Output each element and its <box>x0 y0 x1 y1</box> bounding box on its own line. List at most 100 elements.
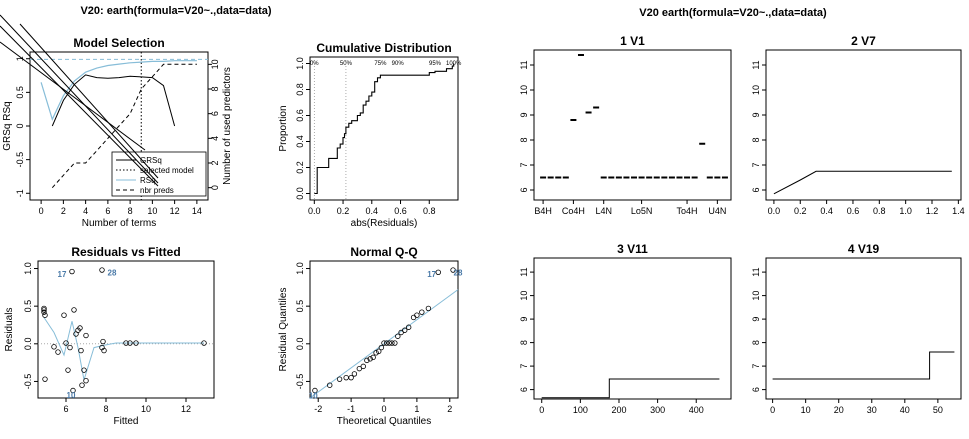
panel-title: Residuals vs Fitted <box>71 245 180 259</box>
qq-point <box>392 340 398 346</box>
qq-point <box>435 269 441 275</box>
x-tick-label: 0.6 <box>847 206 860 216</box>
residual-point <box>42 376 48 382</box>
y-tick-label: 8 <box>519 340 529 345</box>
y-tick-label: 1.0 <box>295 57 305 70</box>
x-tick-label: -2 <box>314 404 322 414</box>
x-tick-label: 0.4 <box>366 206 379 216</box>
x-tick-label: 2 <box>61 206 66 216</box>
effect-line <box>772 351 955 380</box>
qq-point <box>410 314 417 321</box>
x-tick-label: 0.2 <box>337 206 350 216</box>
x-tick-label: 0.8 <box>873 206 886 216</box>
y-tick-label: 10 <box>751 291 761 301</box>
quantile-label: 90% <box>392 61 405 67</box>
panel-title: 3 V11 <box>617 242 648 256</box>
qq-point <box>360 363 366 370</box>
y2-tick-label: 0 <box>210 185 220 190</box>
y-tick-label: 0.5 <box>15 86 25 99</box>
y-tick-label: 10 <box>519 291 529 301</box>
x-tick-label: 400 <box>689 405 704 415</box>
qq-point <box>378 344 385 351</box>
y-tick-label: 7 <box>519 364 529 369</box>
qq-point <box>370 354 376 361</box>
plot-frame <box>765 49 962 201</box>
residual-point <box>71 307 77 313</box>
plot-frame <box>765 257 962 400</box>
x-tick-label: 1 <box>414 404 419 414</box>
y-tick-label: 0.0 <box>23 338 33 351</box>
y-tick-label: 11 <box>751 267 761 276</box>
qq-point <box>343 374 349 381</box>
point-label: 17 <box>58 270 67 279</box>
residual-point <box>79 382 85 388</box>
y-tick-label: 0.0 <box>295 187 305 200</box>
y-axis-label: Residual Quantiles <box>278 288 289 372</box>
residual-point <box>83 377 89 384</box>
residual-point <box>77 325 83 331</box>
x-tick-label: 0 <box>381 404 386 414</box>
legend-label: GRSq <box>140 156 162 165</box>
nbr-preds-line <box>51 63 197 189</box>
y-axis-label: GRSq RSq <box>2 101 13 150</box>
x-tick-label: Lo5N <box>631 206 653 216</box>
qq-point <box>364 357 370 364</box>
qq-point <box>367 356 373 362</box>
effect-line <box>541 378 720 399</box>
qq-point <box>348 374 354 381</box>
x-tick-label: 30 <box>867 405 877 415</box>
legend-label: nbr preds <box>140 186 174 195</box>
x-tick-label: 0 <box>539 405 544 415</box>
y-tick-label: 0.2 <box>295 161 305 174</box>
y-tick-label: 6 <box>519 187 529 192</box>
overlay-diagonal-line <box>19 23 159 179</box>
rsq-line <box>40 60 197 121</box>
qq-point <box>419 309 425 315</box>
x-tick-label: 1.2 <box>926 206 939 216</box>
y2-tick-label: 6 <box>210 111 220 116</box>
point-label: 10 <box>67 391 76 400</box>
y-tick-label: -0.5 <box>23 374 33 390</box>
legend-label: selected model <box>140 166 194 175</box>
x-tick-label: 0.0 <box>768 206 781 216</box>
residual-point <box>201 340 207 346</box>
qq-point <box>389 340 395 346</box>
qq-point <box>402 327 408 333</box>
y2-tick-label: 10 <box>210 59 220 69</box>
y-tick-label: 9 <box>519 112 529 117</box>
y-tick-label: 0.0 <box>295 338 305 351</box>
x-tick-label: 10 <box>801 405 811 415</box>
y-tick-label: 7 <box>519 162 529 167</box>
residual-point <box>133 340 139 346</box>
x-tick-label: 200 <box>611 405 626 415</box>
qq-point <box>356 365 363 372</box>
residual-point <box>70 387 76 394</box>
panel-title: 2 V7 <box>851 34 876 48</box>
x-tick-label: 2 <box>447 404 452 414</box>
x-tick-label: 12 <box>181 404 191 414</box>
panel-title: 4 V19 <box>848 242 880 256</box>
y-tick-label: -0.5 <box>295 374 305 390</box>
residual-point <box>63 340 69 346</box>
residual-point <box>78 347 84 354</box>
x-tick-label: 0.8 <box>423 206 436 216</box>
qq-point <box>373 350 379 356</box>
residual-point <box>41 305 47 312</box>
residual-point <box>55 349 61 355</box>
y-tick-label: 8 <box>519 137 529 142</box>
panel-model-selection: Model Selection 0 2 4 6 8 10 12 14 -1 -0.5 0 0.5 1 Num… <box>2 36 233 229</box>
point-label: 28 <box>108 268 117 277</box>
panel-residuals-vs-fitted: Residuals vs Fitted 6 8 10 12 -0.5 0.0 0.5 1.0 Fi… <box>4 245 215 427</box>
y-tick-label: 6 <box>751 387 761 392</box>
x-tick-label: 1.4 <box>952 206 965 216</box>
plot-frame <box>533 257 732 400</box>
y-tick-label: 6 <box>519 387 529 392</box>
x-tick-label: 0 <box>770 405 775 415</box>
left-figure-title: V20: earth(formula=V20~.,data=data) <box>80 5 271 17</box>
qq-point <box>425 305 432 312</box>
point-label: 17 <box>427 270 436 279</box>
x-tick-label: To4H <box>677 206 698 216</box>
grsq-line <box>51 74 176 127</box>
residual-point <box>100 338 106 345</box>
x-tick-label: -1 <box>347 404 355 414</box>
